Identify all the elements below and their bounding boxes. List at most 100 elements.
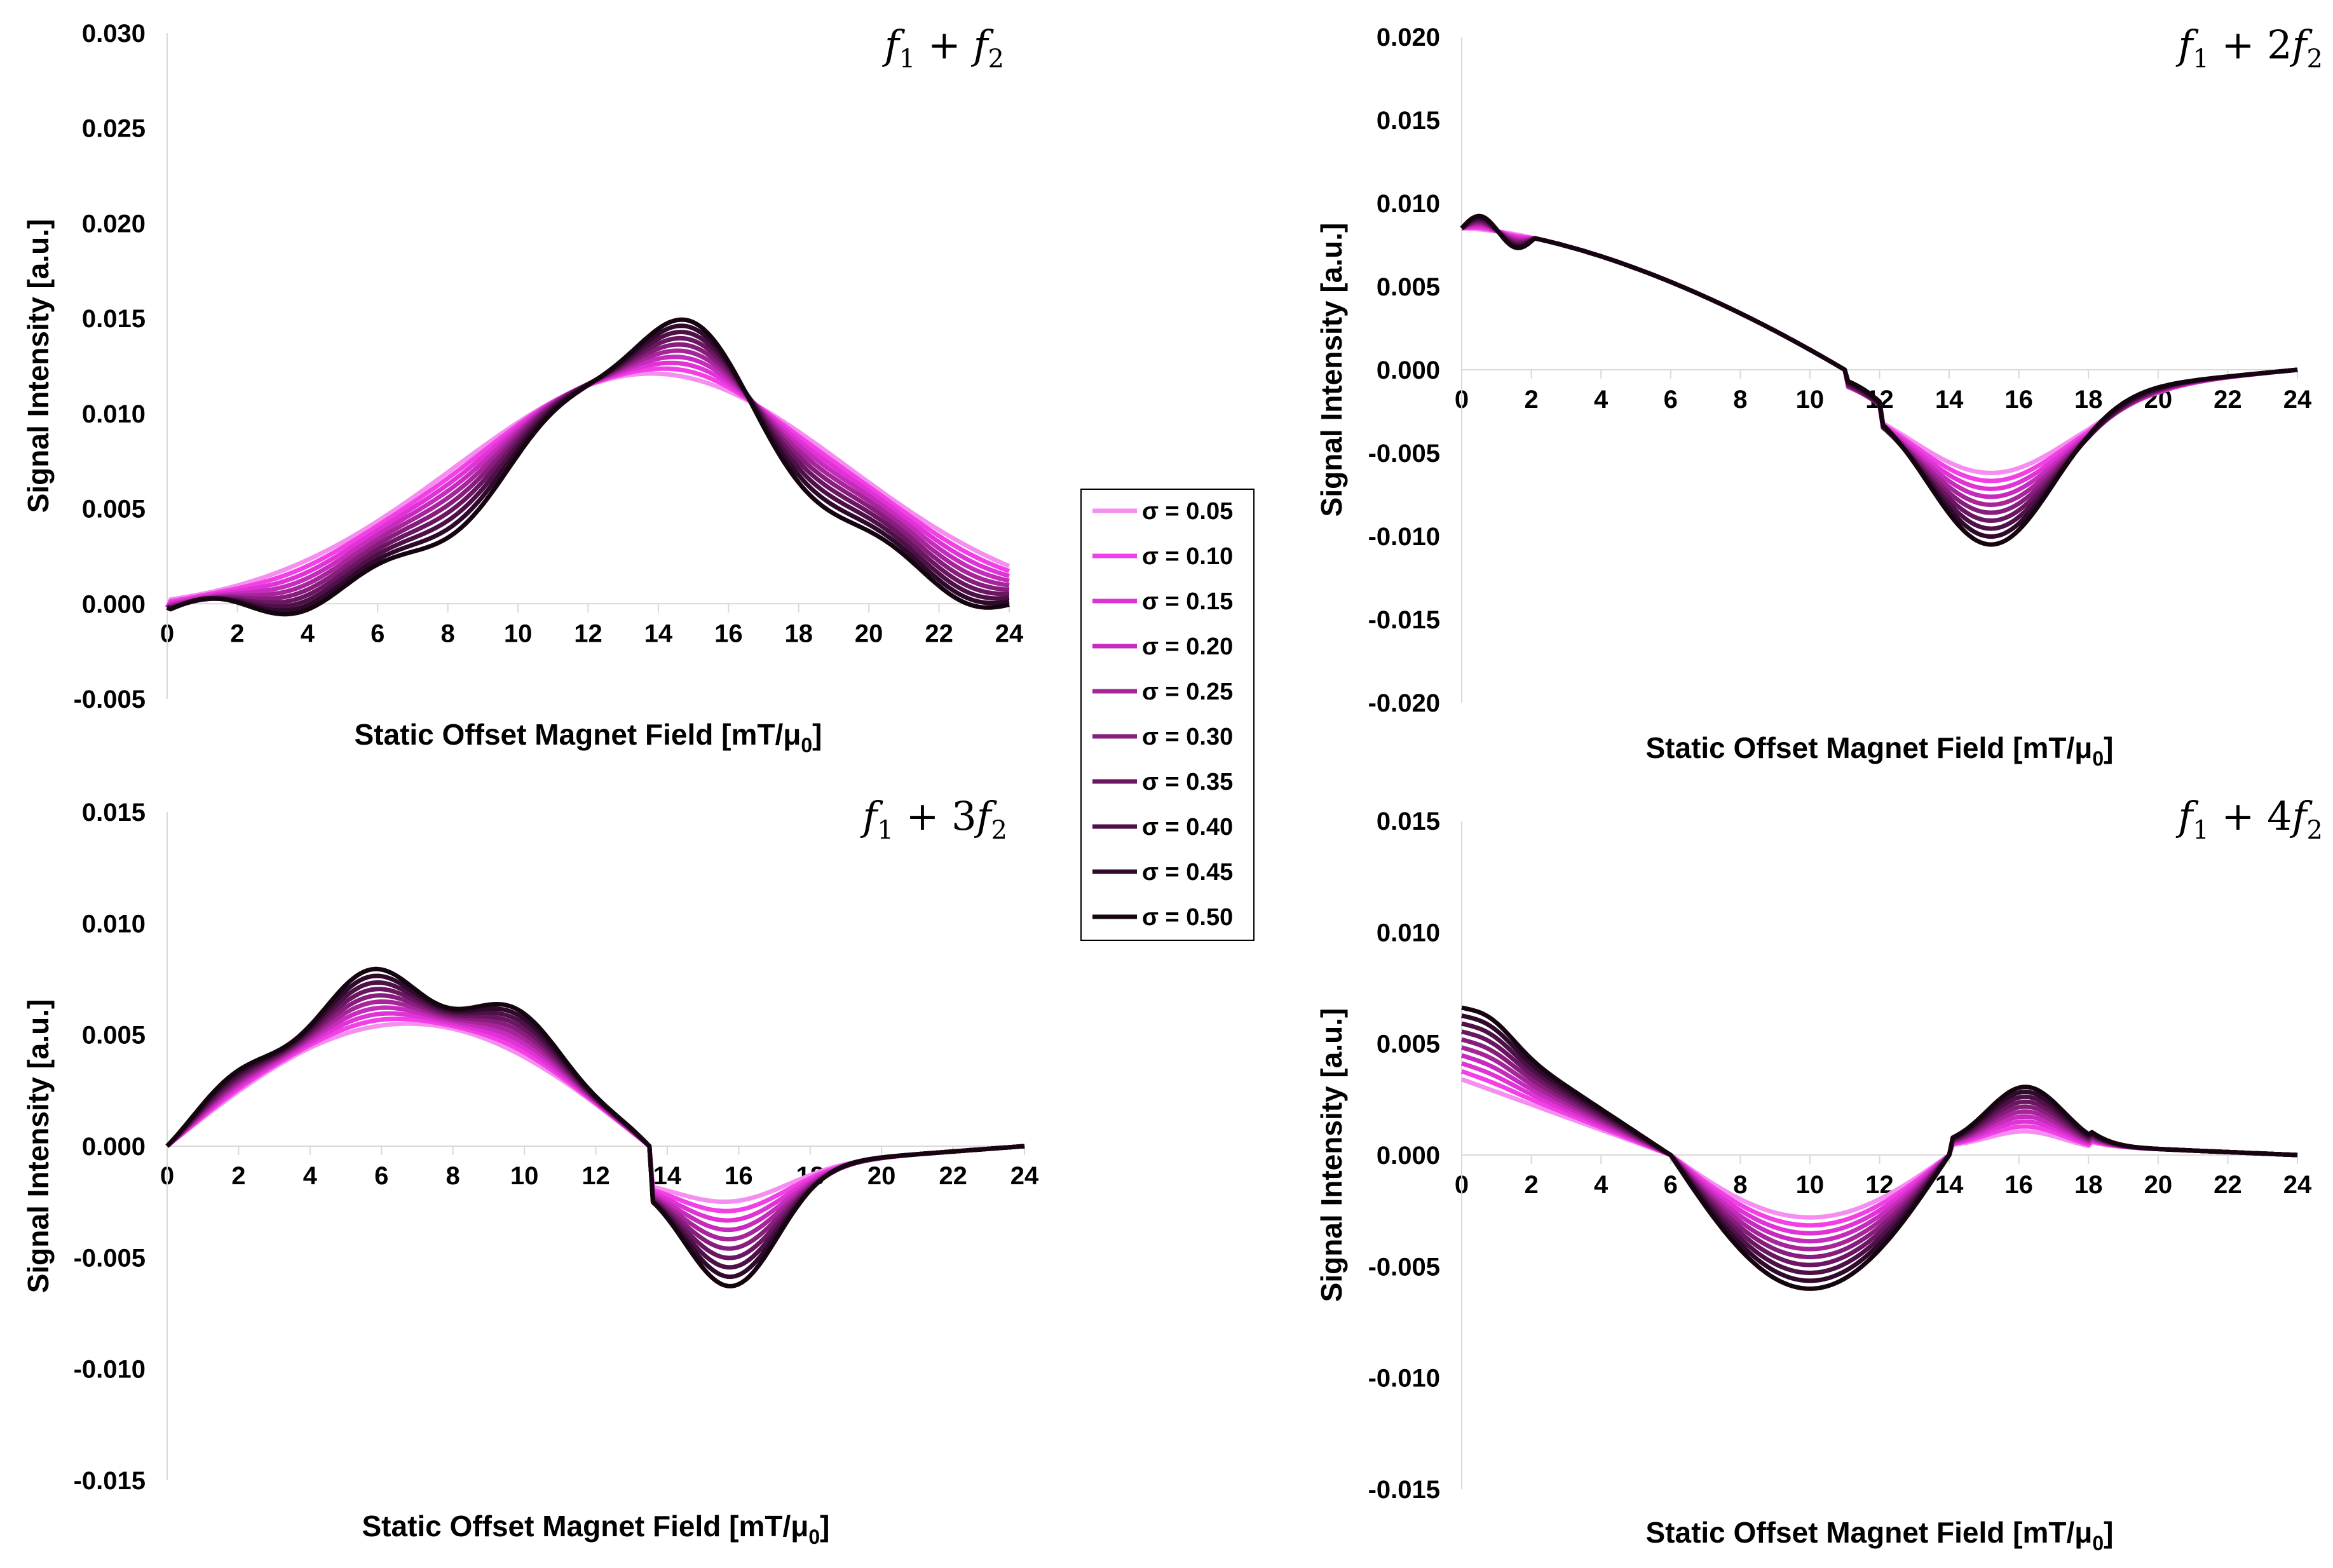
- x-tick-label: 8: [446, 1162, 460, 1190]
- y-tick-label: -0.010: [1368, 1365, 1440, 1393]
- x-tick-label: 2: [1524, 1171, 1538, 1199]
- legend-label: σ = 0.45: [1142, 859, 1233, 886]
- series-line: [1461, 225, 2298, 483]
- x-axis-label: Static Offset Magnet Field [mT/μ0]: [1646, 731, 2114, 770]
- x-tick-labels: 0 2 4 6 8 10 12 14 16 18 20 22 24: [160, 619, 1024, 647]
- series-line: [165, 993, 1025, 1251]
- legend-label: σ = 0.05: [1142, 498, 1233, 525]
- x-axis-label: Static Offset Magnet Field [mT/μ0]: [355, 718, 822, 757]
- y-axis-label: Signal Intensity [a.u.]: [22, 999, 55, 1294]
- y-tick-label: 0.010: [82, 910, 146, 938]
- y-tick-label: -0.005: [1368, 440, 1440, 468]
- y-tick-label: 0.000: [1377, 1142, 1440, 1170]
- x-tick-label: 8: [441, 619, 455, 647]
- x-tick-label: 14: [1935, 386, 1964, 414]
- x-tick-label: 16: [2004, 1171, 2033, 1199]
- axes: [167, 33, 1010, 699]
- x-tick-label: 16: [714, 619, 743, 647]
- series-line: [166, 317, 1010, 617]
- y-tick-label: 0.010: [1377, 919, 1440, 947]
- series-line: [165, 980, 1025, 1270]
- x-tick-label: 12: [582, 1162, 610, 1190]
- x-tick-label: 10: [510, 1162, 539, 1190]
- x-tick-label: 20: [867, 1162, 896, 1190]
- legend-label: σ = 0.20: [1142, 633, 1233, 660]
- legend-label: σ = 0.10: [1142, 543, 1233, 570]
- x-tick-label: 22: [2214, 1171, 2242, 1199]
- x-tick-labels: 0 2 4 6 8 10 12 14 16 18 20 22 24: [1455, 1171, 2312, 1199]
- series-line: [1461, 224, 2298, 491]
- legend-label: σ = 0.30: [1142, 724, 1233, 750]
- panel-f1-plus-f2: 0.030 0.025 0.020 0.015 0.010 0.005 0.000 -0.00…: [22, 20, 1024, 757]
- x-tick-label: 14: [1935, 1171, 1964, 1199]
- y-axis-label: Signal Intensity [a.u.]: [1315, 1008, 1348, 1302]
- x-tick-label: 24: [1010, 1162, 1039, 1190]
- y-tick-label: 0.015: [1377, 107, 1440, 135]
- panel-title: f1 + 4f2: [2175, 793, 2323, 845]
- y-tick-label: 0.000: [82, 590, 146, 618]
- x-tick-label: 8: [1733, 1171, 1747, 1199]
- y-tick-label: -0.005: [74, 1244, 146, 1272]
- x-tick-label: 22: [939, 1162, 967, 1190]
- y-tick-label: -0.010: [1368, 523, 1440, 551]
- y-tick-label: 0.005: [1377, 273, 1440, 301]
- y-tick-label: 0.015: [82, 305, 146, 333]
- series-line: [1460, 221, 2298, 507]
- x-tick-label: 14: [653, 1162, 682, 1190]
- x-tick-label: 18: [785, 619, 813, 647]
- y-axis-label: Signal Intensity [a.u.]: [22, 219, 55, 513]
- series-line: [1460, 219, 2298, 515]
- y-tick-label: 0.030: [82, 20, 146, 48]
- series-line: [1460, 222, 2298, 499]
- x-tick-label: 4: [303, 1162, 318, 1190]
- y-tick-label: 0.015: [82, 799, 146, 827]
- x-tick-label: 4: [1594, 386, 1609, 414]
- series-line: [166, 348, 1010, 610]
- axes: [167, 812, 1025, 1480]
- panel-f1-plus-3f2: 0.015 0.010 0.005 0.000 -0.005 -0.010 -0.015 0…: [22, 793, 1039, 1548]
- x-axis-label: Static Offset Magnet Field [mT/μ0]: [362, 1510, 830, 1548]
- y-tick-label: -0.005: [1368, 1253, 1440, 1281]
- y-tick-label: 0.025: [82, 115, 146, 143]
- legend-box: [1080, 489, 1255, 941]
- y-tick-labels: 0.020 0.015 0.010 0.005 0.000 -0.005 -0.010 -0.…: [1368, 24, 1440, 717]
- y-tick-labels: 0.015 0.010 0.005 0.000 -0.005 -0.010 -0.015: [1368, 808, 1440, 1504]
- x-tick-label: 20: [2144, 1171, 2173, 1199]
- x-axis-label: Static Offset Magnet Field [mT/μ0]: [1646, 1516, 2114, 1555]
- x-tick-label: 6: [1664, 1171, 1678, 1199]
- x-tick-label: 2: [1524, 386, 1538, 414]
- x-tick-label: 6: [371, 619, 384, 647]
- legend-label: σ = 0.15: [1142, 588, 1233, 615]
- y-tick-label: 0.020: [82, 210, 146, 238]
- x-tick-label: 14: [644, 619, 673, 647]
- axes: [1461, 821, 2298, 1489]
- panel-f1-plus-2f2: 0.020 0.015 0.010 0.005 0.000 -0.005 -0.010 -0.…: [1315, 22, 2323, 770]
- x-tick-label: 18: [2074, 1171, 2103, 1199]
- x-tick-label: 4: [1594, 1171, 1609, 1199]
- x-tick-label: 24: [995, 619, 1024, 647]
- series-line: [165, 966, 1025, 1288]
- series-line: [1461, 1005, 2298, 1291]
- x-tick-label: 6: [1664, 386, 1678, 414]
- y-tick-label: 0.005: [82, 496, 146, 524]
- y-tick-label: 0.000: [1377, 356, 1440, 384]
- series-line: [165, 973, 1025, 1280]
- series-line: [165, 987, 1025, 1260]
- legend-label: σ = 0.25: [1142, 679, 1233, 705]
- x-tick-label: 24: [2283, 1171, 2312, 1199]
- y-tick-label: -0.015: [1368, 1476, 1440, 1504]
- x-tick-label: 16: [724, 1162, 753, 1190]
- x-tick-label: 10: [1796, 386, 1825, 414]
- series-group: [165, 966, 1025, 1288]
- series-group: [1460, 213, 2298, 547]
- x-tick-labels: 0 2 4 6 8 10 12 14 16 18 20 22 24: [160, 1162, 1039, 1190]
- legend-label: σ = 0.50: [1142, 904, 1233, 931]
- x-tick-label: 16: [2004, 386, 2033, 414]
- legend-label: σ = 0.35: [1142, 769, 1233, 795]
- y-tick-label: 0.010: [82, 400, 146, 428]
- x-tick-label: 4: [301, 619, 315, 647]
- legend: σ = 0.05 σ = 0.10 σ = 0.15 σ = 0.20 σ = 0.25…: [1080, 489, 1255, 941]
- series-line: [165, 366, 1010, 609]
- x-tick-label: 22: [925, 619, 953, 647]
- legend-label: σ = 0.40: [1142, 814, 1233, 841]
